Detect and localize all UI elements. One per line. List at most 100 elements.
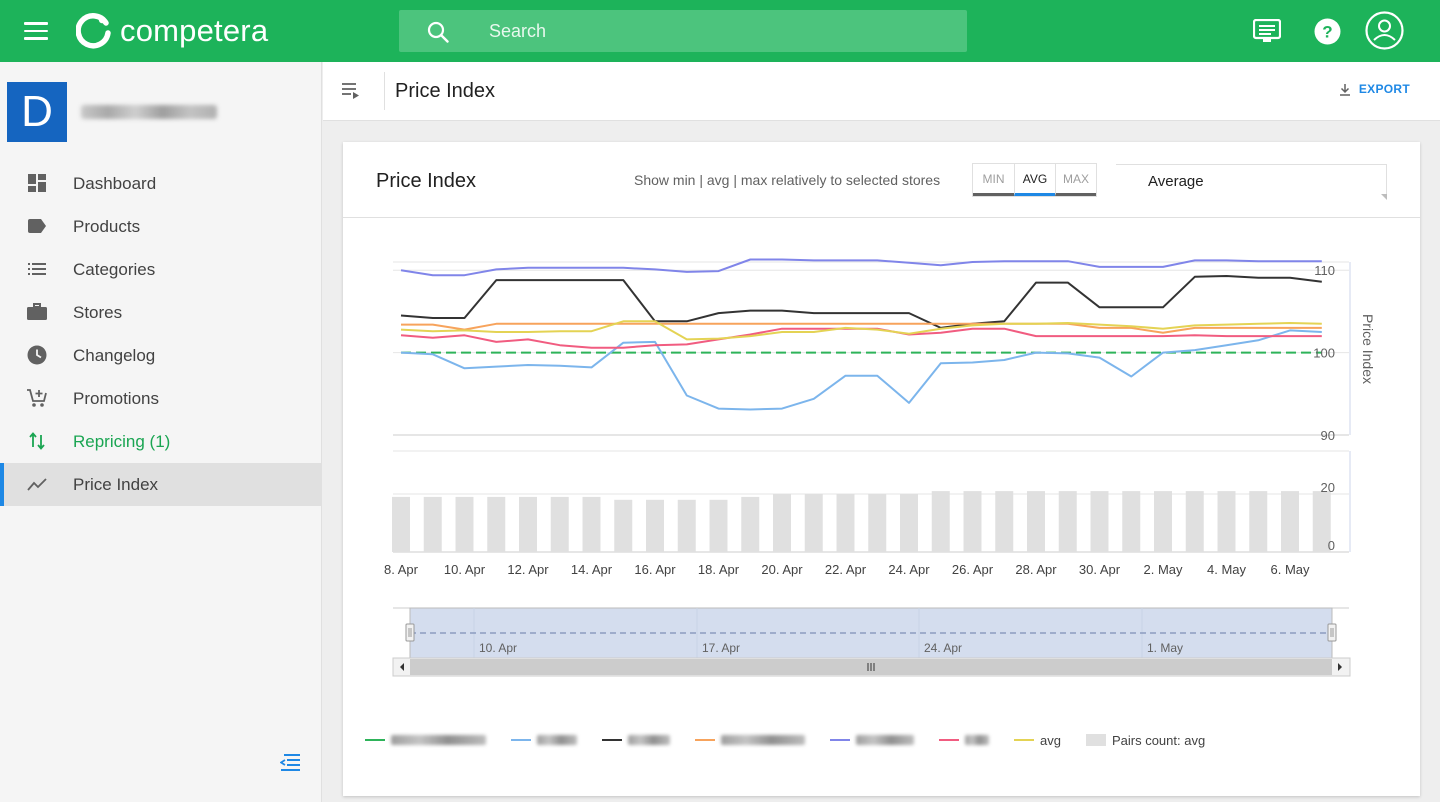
svg-text:?: ? — [1322, 23, 1332, 42]
account-icon[interactable] — [1365, 11, 1404, 50]
legend-item[interactable] — [602, 735, 670, 745]
pairs-count-bar[interactable] — [995, 491, 1014, 552]
sidebar-item-changelog[interactable]: Changelog — [0, 334, 321, 377]
legend-label — [537, 735, 577, 745]
legend-item[interactable] — [365, 735, 486, 745]
mode-min-button[interactable]: MIN — [973, 164, 1014, 196]
pairs-count-bar[interactable] — [804, 494, 823, 552]
x-tick-label: 4. May — [1207, 562, 1247, 577]
pairs-count-bar[interactable] — [1027, 491, 1045, 552]
sidebar-item-stores[interactable]: Stores — [0, 291, 321, 334]
pairs-count-bar[interactable] — [487, 496, 506, 552]
x-tick-label: 6. May — [1270, 562, 1310, 577]
series-line[interactable] — [400, 258, 1322, 277]
x-tick-label: 28. Apr — [1015, 562, 1057, 577]
filter-panel-toggle-icon[interactable] — [341, 81, 361, 101]
tag-icon — [28, 219, 46, 233]
x-tick-label: 2. May — [1143, 562, 1183, 577]
sidebar-nav: Dashboard Products Categories Stores — [0, 162, 321, 506]
app-name: competera — [120, 13, 269, 48]
chart-legend: avg Pairs count: avg — [365, 730, 1230, 750]
feedback-icon[interactable] — [1253, 19, 1281, 44]
legend-item[interactable]: Pairs count: avg — [1085, 733, 1205, 748]
pairs-count-bar[interactable] — [931, 491, 950, 552]
sidebar-item-label: Stores — [73, 303, 123, 322]
scroll-right-arrow-icon[interactable] — [1338, 663, 1342, 671]
collapse-sidebar-icon[interactable] — [280, 752, 302, 772]
account-switcher[interactable]: D — [7, 81, 217, 142]
sidebar-item-categories[interactable]: Categories — [0, 248, 321, 291]
sidebar-item-promotions[interactable]: Promotions — [0, 377, 321, 420]
sidebar-item-repricing[interactable]: Repricing (1) — [0, 420, 321, 463]
pairs-count-bar[interactable] — [1217, 491, 1236, 552]
pairs-count-bar[interactable] — [550, 496, 569, 552]
trending-icon — [27, 478, 47, 491]
series-line[interactable] — [400, 329, 1322, 411]
pairs-count-bar[interactable] — [519, 496, 537, 552]
pairs-count-bar[interactable] — [582, 496, 601, 552]
series-line[interactable] — [401, 322, 1322, 334]
account-avatar: D — [7, 81, 67, 142]
pairs-count-bar[interactable] — [1185, 491, 1204, 552]
pairs-count-bar[interactable] — [900, 494, 918, 552]
download-icon — [1339, 83, 1350, 96]
scroll-left-arrow-icon[interactable] — [400, 663, 404, 671]
hamburger-menu-icon[interactable] — [24, 19, 48, 43]
pairs-count-bar[interactable] — [677, 499, 696, 552]
legend-item[interactable] — [511, 735, 577, 745]
legend-item[interactable] — [830, 735, 914, 745]
card-header: Price Index Show min | avg | max relativ… — [343, 142, 1420, 218]
dashboard-icon — [28, 174, 46, 192]
pairs-count-bar[interactable] — [1058, 491, 1077, 552]
sidebar-item-dashboard[interactable]: Dashboard — [0, 162, 321, 205]
legend-item[interactable] — [695, 735, 805, 745]
search-input[interactable] — [489, 10, 949, 52]
pairs-count-bar[interactable] — [963, 491, 982, 552]
mode-max-button[interactable]: MAX — [1055, 164, 1096, 196]
legend-label — [391, 735, 486, 745]
legend-label — [721, 735, 805, 745]
sidebar-item-label: Promotions — [73, 389, 159, 408]
pairs-count-bar[interactable] — [836, 494, 855, 552]
pairs-count-bar[interactable] — [709, 499, 728, 552]
legend-item[interactable]: avg — [1014, 733, 1061, 748]
sidebar-item-products[interactable]: Products — [0, 205, 321, 248]
pairs-count-bar[interactable] — [646, 499, 664, 552]
pairs-count-bar[interactable] — [423, 496, 442, 552]
navigator-handle[interactable] — [405, 623, 415, 642]
pairs-count-bar[interactable] — [1249, 491, 1268, 552]
bar-tick-label: 0 — [1328, 538, 1335, 553]
series-line[interactable] — [400, 275, 1322, 329]
header-divider — [384, 72, 385, 110]
sidebar-item-price-index[interactable]: Price Index — [0, 463, 321, 506]
clock-icon — [27, 345, 47, 365]
legend-swatch — [1014, 739, 1034, 741]
swap-vertical-icon — [29, 432, 45, 450]
navigator-handle[interactable] — [1327, 623, 1337, 642]
app-logo[interactable]: competera — [76, 12, 268, 50]
aggregation-select[interactable]: Average — [1116, 164, 1387, 200]
y-axis-title: Price Index — [1360, 314, 1376, 384]
x-tick-label: 30. Apr — [1079, 562, 1121, 577]
mode-hint: Show min | avg | max relatively to selec… — [634, 172, 941, 188]
export-button[interactable]: EXPORT — [1339, 82, 1410, 96]
pairs-count-bar[interactable] — [1312, 491, 1331, 552]
pairs-count-bar[interactable] — [392, 496, 410, 552]
pairs-count-bar[interactable] — [1122, 491, 1141, 552]
legend-item[interactable] — [939, 735, 989, 745]
pairs-count-bar[interactable] — [1154, 491, 1172, 552]
pairs-count-bar[interactable] — [1281, 491, 1299, 552]
y-tick-label: 100 — [1313, 346, 1335, 361]
series-line[interactable] — [400, 320, 1322, 341]
account-name-redacted — [81, 104, 217, 119]
pairs-count-bar[interactable] — [741, 496, 760, 552]
pairs-count-bar[interactable] — [773, 494, 791, 552]
pairs-count-bar[interactable] — [455, 496, 474, 552]
pairs-count-bar[interactable] — [614, 499, 633, 552]
mode-avg-button[interactable]: AVG — [1014, 164, 1055, 196]
help-icon[interactable]: ? — [1314, 18, 1341, 45]
pairs-count-bar[interactable] — [1090, 491, 1109, 552]
x-tick-label: 24. Apr — [888, 562, 930, 577]
search-bar[interactable] — [399, 10, 967, 52]
pairs-count-bar[interactable] — [868, 494, 887, 552]
